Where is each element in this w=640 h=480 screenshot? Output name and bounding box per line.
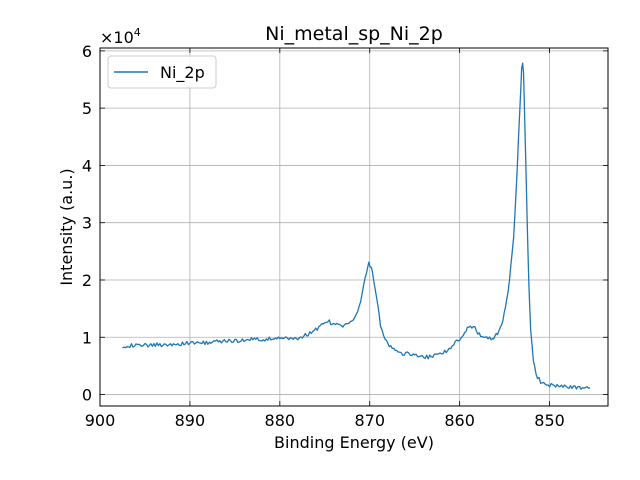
y-multiplier-base: ×10 — [100, 28, 134, 47]
chart-title: Ni_metal_sp_Ni_2p — [265, 23, 443, 45]
legend-box — [107, 55, 217, 89]
x-axis-title: Binding Energy (eV) — [274, 433, 434, 452]
ticks: 900 890 880 870 860 850 0 1 2 3 4 5 6 — [82, 42, 608, 430]
y-tick-label: 2 — [82, 271, 92, 290]
x-tick-label: 890 — [175, 411, 206, 430]
y-multiplier-exponent: 4 — [134, 26, 141, 39]
y-tick-label: 1 — [82, 328, 92, 347]
y-axis-multiplier: ×104 — [100, 26, 141, 47]
y-tick-label: 6 — [82, 42, 92, 61]
y-axis-title: Intensity (a.u.) — [57, 168, 76, 285]
plot-frame — [99, 47, 609, 407]
grid — [99, 48, 608, 406]
y-tick-label: 4 — [82, 156, 92, 175]
legend: Ni_2p — [107, 55, 217, 89]
series-layer — [122, 62, 591, 390]
y-tick-label: 5 — [82, 99, 92, 118]
series-line-ni-2p — [122, 62, 591, 390]
x-tick-label: 870 — [354, 411, 385, 430]
x-tick-label: 860 — [444, 411, 475, 430]
y-tick-label: 0 — [82, 386, 92, 405]
x-tick-label: 880 — [265, 411, 296, 430]
x-tick-label: 850 — [534, 411, 565, 430]
y-tick-label: 3 — [82, 214, 92, 233]
x-tick-label: 900 — [85, 411, 116, 430]
legend-label-ni-2p: Ni_2p — [160, 63, 205, 83]
